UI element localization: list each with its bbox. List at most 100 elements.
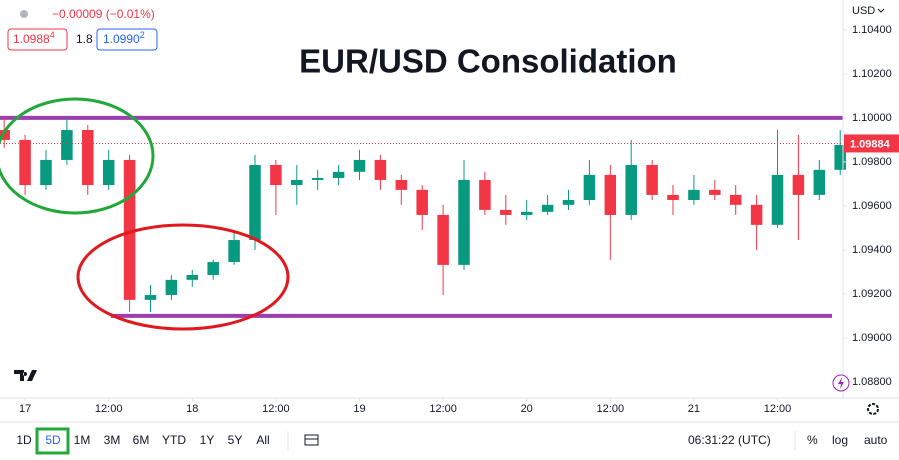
calendar-icon[interactable] xyxy=(304,434,319,446)
ask: 1.0990 xyxy=(103,32,140,46)
candle-body xyxy=(729,194,742,205)
bid-pip: 4 xyxy=(50,30,55,40)
bid-price[interactable]: 1.09884 xyxy=(13,30,55,46)
range-button[interactable]: 3M xyxy=(104,433,121,447)
x-tick-label: 18 xyxy=(186,403,198,415)
y-tick-label: 1.08800 xyxy=(852,376,892,388)
candle-body xyxy=(437,214,449,265)
candle-body xyxy=(604,174,617,215)
chart-title: EUR/USD Consolidation xyxy=(299,43,677,80)
range-button[interactable]: 5Y xyxy=(228,433,243,447)
currency[interactable]: USD xyxy=(852,5,875,17)
x-tick-label: 12:00 xyxy=(597,403,625,415)
spread: 1.8 xyxy=(76,32,93,46)
candle-body xyxy=(520,211,533,215)
candle-body xyxy=(562,199,575,205)
clock[interactable]: 06:31:22 (UTC) xyxy=(688,433,771,447)
price-change: −0.00009 (−0.01%) xyxy=(52,7,155,21)
log-toggle[interactable]: log xyxy=(832,433,848,447)
candle-body xyxy=(311,177,324,180)
y-tick-label: 1.09400 xyxy=(852,244,892,256)
settings-icon[interactable] xyxy=(867,403,879,415)
ask-price[interactable]: 1.09902 xyxy=(103,30,145,46)
range-button[interactable]: 5D xyxy=(45,433,61,447)
x-tick-label: 12:00 xyxy=(95,403,123,415)
x-tick-label: 19 xyxy=(353,403,365,415)
candle-body xyxy=(61,130,73,160)
y-tick-label: 1.10400 xyxy=(852,24,892,36)
candle-body xyxy=(82,130,94,186)
candle-body xyxy=(688,189,700,200)
bid: 1.0988 xyxy=(13,32,50,46)
candle-body xyxy=(750,204,763,225)
candle-body xyxy=(834,144,846,170)
x-tick-label: 12:00 xyxy=(262,403,290,415)
last-price-label: 1.09884 xyxy=(850,138,891,150)
candle-body xyxy=(479,179,491,210)
y-tick-label: 1.10200 xyxy=(852,68,892,80)
candle-body xyxy=(500,209,512,215)
status-dot xyxy=(20,10,28,18)
ask-box[interactable] xyxy=(96,28,158,51)
x-tick-label: 17 xyxy=(19,403,31,415)
logo xyxy=(14,370,37,381)
alert-bolt xyxy=(838,377,844,389)
candle-body xyxy=(102,159,115,186)
range-button[interactable]: YTD xyxy=(162,433,186,447)
last-price-box xyxy=(844,134,899,153)
candle-body xyxy=(186,275,199,280)
candle-body xyxy=(207,262,219,276)
candle-body xyxy=(270,165,282,186)
range-button[interactable]: 1D xyxy=(16,433,32,447)
candle-body xyxy=(19,139,31,186)
toolbar: 1D 5D 1M 3M 6M YTD 1Y 5Y All xyxy=(16,433,269,447)
selected-range-box xyxy=(35,427,70,455)
candle-body xyxy=(709,189,721,195)
candle-body xyxy=(541,204,554,212)
plot-area xyxy=(0,115,846,318)
candle-body xyxy=(374,159,387,180)
highlight-ellipse xyxy=(0,97,155,215)
range-button[interactable]: 6M xyxy=(133,433,150,447)
range-button[interactable]: 1M xyxy=(74,433,91,447)
range-button[interactable]: All xyxy=(256,433,269,447)
candle-body xyxy=(625,165,637,215)
candle-body xyxy=(813,169,826,195)
highlight-ellipse xyxy=(76,223,290,331)
candle-body xyxy=(667,194,679,200)
currency-chevron xyxy=(877,8,885,13)
x-tick-label: 12:00 xyxy=(764,403,792,415)
candle-body xyxy=(249,165,261,241)
percent-toggle[interactable]: % xyxy=(807,433,818,447)
candle-body xyxy=(332,171,345,178)
candle-body xyxy=(771,174,784,225)
candle-body xyxy=(40,159,52,186)
candle-body xyxy=(144,295,157,300)
ask-pip: 2 xyxy=(140,30,145,40)
range-button[interactable]: 1Y xyxy=(200,433,215,447)
candle-body xyxy=(646,165,658,195)
candle-body xyxy=(416,189,428,215)
auto-toggle[interactable]: auto xyxy=(864,433,888,447)
y-tick-label: 1.09200 xyxy=(852,288,892,300)
y-tick-label: 1.10000 xyxy=(852,112,892,124)
candle-body xyxy=(395,179,408,190)
candle-body xyxy=(792,174,805,195)
y-tick-label: 1.09800 xyxy=(852,156,892,168)
candle-body xyxy=(458,179,470,265)
x-tick-label: 21 xyxy=(688,403,700,415)
candle-body xyxy=(0,130,10,140)
bid-box[interactable] xyxy=(7,28,68,51)
candle-body xyxy=(123,159,136,300)
candle-body xyxy=(353,159,366,172)
y-tick-label: 1.09600 xyxy=(852,200,892,212)
x-tick-label: 12:00 xyxy=(429,403,457,415)
candle-body xyxy=(583,174,596,200)
candle-body xyxy=(165,279,178,296)
y-tick-label: 1.09000 xyxy=(852,332,892,344)
candle-body xyxy=(291,179,303,186)
x-tick-label: 20 xyxy=(521,403,533,415)
candle-body xyxy=(228,240,240,263)
